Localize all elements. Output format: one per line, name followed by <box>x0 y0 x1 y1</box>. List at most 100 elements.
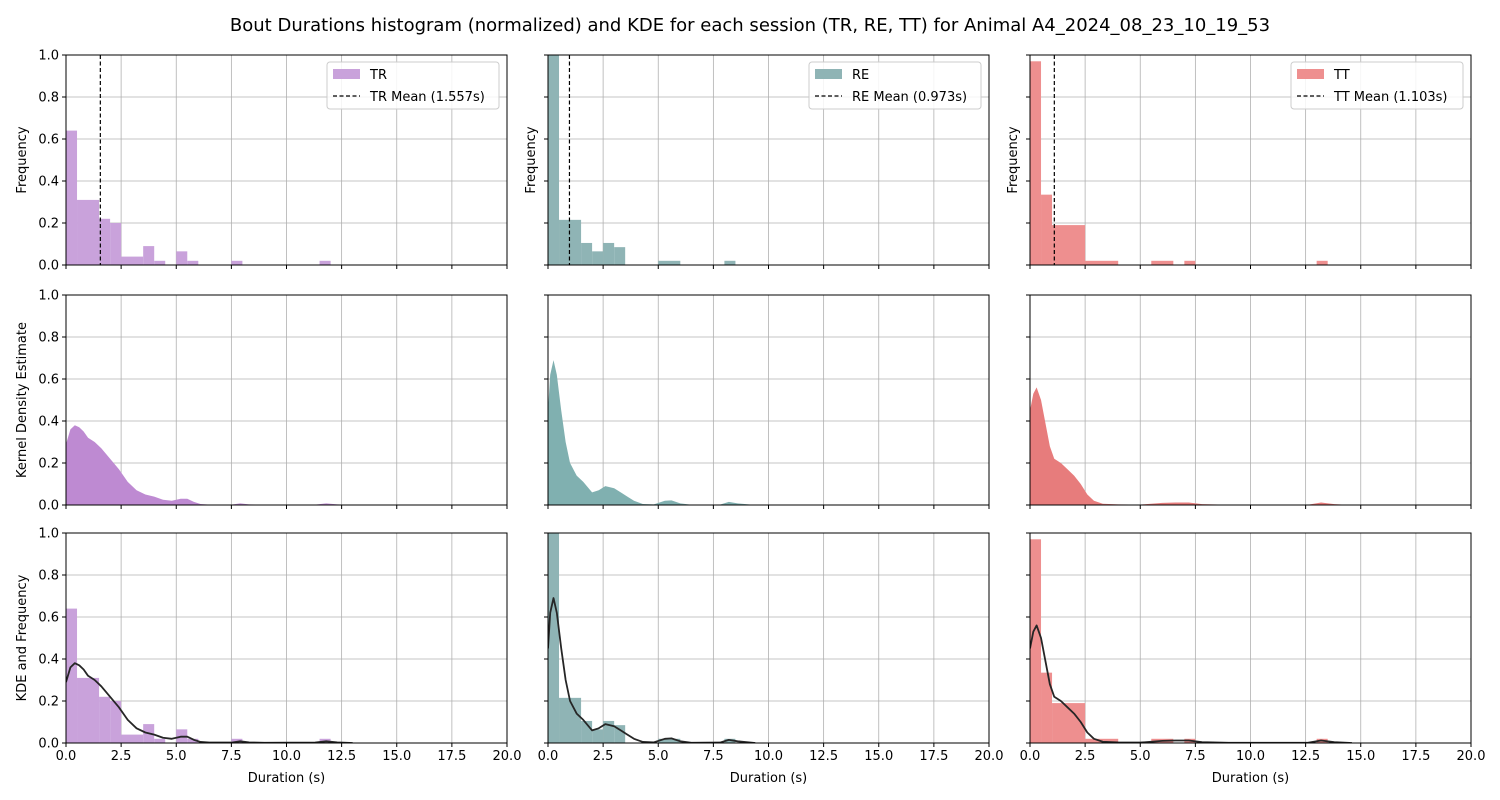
histogram-bar <box>614 247 626 265</box>
x-tick-label: 0.0 <box>1020 749 1041 764</box>
plot-area <box>548 533 756 743</box>
axes-re-row3: 0.0 2.5 5.0 7.5 10.0 12.5 15.0 17.5 20.0 Duration… <box>538 532 1004 786</box>
y-tick-label: 0.0 <box>38 259 59 274</box>
y-tick-label: 0.0 <box>38 499 59 514</box>
x-axis-label: Duration (s) <box>1212 771 1290 786</box>
legend-hist-label: TT <box>1333 68 1350 83</box>
x-tick-label: 2.5 <box>593 749 614 764</box>
legend-frame <box>326 61 500 110</box>
y-tick-label: 0.4 <box>38 653 59 668</box>
ticks: 0.0 0.2 0.4 0.6 0.8 1.0 <box>38 289 508 514</box>
x-tick-label: 20.0 <box>1457 749 1486 764</box>
x-tick-label: 0.0 <box>538 749 559 764</box>
histogram-bar <box>1041 672 1053 743</box>
x-tick-label: 12.5 <box>809 749 838 764</box>
x-tick-label: 15.0 <box>382 749 411 764</box>
axes-tt-row3: 0.0 2.5 5.0 7.5 10.0 12.5 15.0 17.5 20.0 Duration… <box>1020 532 1486 786</box>
y-tick-label: 0.8 <box>38 91 59 106</box>
axes-tt-row1: Frequency TT TT Mean (1.103s) <box>1006 54 1472 269</box>
axes-tr-row3: 0.0 2.5 5.0 7.5 10.0 12.5 15.0 17.5 20.0 0.0 0.2 0.… <box>15 527 521 787</box>
y-tick-label: 0.4 <box>38 175 59 190</box>
x-tick-label: 5.0 <box>648 749 669 764</box>
histogram-bar <box>66 130 78 265</box>
histogram-bar <box>592 729 604 743</box>
kde-area <box>548 360 756 505</box>
x-tick-label: 20.0 <box>493 749 522 764</box>
x-tick-label: 5.0 <box>166 749 187 764</box>
histogram-bar <box>66 608 78 743</box>
plot-area <box>548 55 736 265</box>
x-tick-label: 17.5 <box>1401 749 1430 764</box>
kde-area <box>66 425 353 505</box>
histogram-bar <box>724 260 736 265</box>
y-axis-label: Frequency <box>1006 126 1021 193</box>
histogram-bar <box>121 256 144 265</box>
x-tick-label: 20.0 <box>975 749 1004 764</box>
y-tick-label: 0.8 <box>38 331 59 346</box>
y-axis-label: Frequency <box>15 126 30 193</box>
histogram-bar <box>1184 260 1196 265</box>
x-axis-label: Duration (s) <box>730 771 808 786</box>
kde-area <box>1030 387 1352 505</box>
histogram-bar <box>1030 61 1042 265</box>
axes-re-row1: Frequency RE RE Mean (0.973s) <box>524 54 990 269</box>
histogram-bar <box>658 738 681 743</box>
axes-tr-row2: 0.0 0.2 0.4 0.6 0.8 1.0 Kernel Density Estimat… <box>15 289 508 514</box>
y-tick-label: 0.2 <box>38 217 59 232</box>
plot-area <box>1030 387 1352 505</box>
histogram-bar <box>581 720 593 743</box>
histogram-bar <box>1085 260 1119 265</box>
legend-hist-swatch <box>815 69 842 79</box>
ticks <box>1026 294 1472 509</box>
axes-grid: 0.0 0.2 0.4 0.6 0.8 1.0 Frequency TR TR Mean (1.… <box>15 49 1485 787</box>
histogram-bar <box>319 260 331 265</box>
legend-hist-label: RE <box>852 68 869 83</box>
histogram-bar <box>658 260 681 265</box>
y-tick-label: 0.2 <box>38 457 59 472</box>
histogram-bar <box>143 246 155 265</box>
figure-title: Bout Durations histogram (normalized) an… <box>230 15 1270 36</box>
histogram-bar <box>1151 260 1174 265</box>
y-tick-label: 1.0 <box>38 527 59 542</box>
ticks <box>544 294 990 509</box>
histogram-bar <box>154 738 166 743</box>
x-tick-label: 10.0 <box>754 749 783 764</box>
y-tick-label: 0.6 <box>38 373 59 388</box>
legend-mean-label: RE Mean (0.973s) <box>852 90 967 105</box>
histogram-bar <box>1041 194 1053 265</box>
histogram-bar <box>121 734 144 743</box>
x-tick-label: 7.5 <box>221 749 242 764</box>
legend-mean-label: TR Mean (1.557s) <box>369 90 485 105</box>
x-tick-label: 15.0 <box>1346 749 1375 764</box>
histogram-bar <box>187 738 199 743</box>
histogram-bar <box>176 251 188 265</box>
histogram-bar <box>548 55 560 265</box>
axes-tt-row2 <box>1026 294 1472 509</box>
histogram-bar <box>592 251 604 265</box>
x-tick-label: 7.5 <box>703 749 724 764</box>
legend-frame <box>1290 61 1464 110</box>
histogram-bar <box>559 219 582 265</box>
histogram-bar <box>603 242 615 265</box>
plot-area <box>548 360 756 505</box>
histogram-bar <box>77 677 100 743</box>
y-axis-label: KDE and Frequency <box>15 574 30 701</box>
legend: RE RE Mean (0.973s) <box>808 61 982 110</box>
x-tick-label: 12.5 <box>327 749 356 764</box>
histogram-bar <box>99 218 111 265</box>
histogram-bar <box>231 260 243 265</box>
legend-mean-label: TT Mean (1.103s) <box>1333 90 1447 105</box>
legend-hist-swatch <box>1297 69 1324 79</box>
y-tick-label: 0.0 <box>38 737 59 752</box>
legend: TR TR Mean (1.557s) <box>326 61 500 110</box>
plot-area <box>66 608 353 743</box>
x-tick-label: 17.5 <box>437 749 466 764</box>
x-tick-label: 7.5 <box>1185 749 1206 764</box>
histogram-bar <box>614 725 626 743</box>
x-tick-label: 2.5 <box>1075 749 1096 764</box>
histogram-bar <box>559 697 582 743</box>
ticks: 0.0 2.5 5.0 7.5 10.0 12.5 15.0 17.5 20.0 <box>538 532 1004 764</box>
plot-area <box>66 425 353 505</box>
histogram-bar <box>154 260 166 265</box>
